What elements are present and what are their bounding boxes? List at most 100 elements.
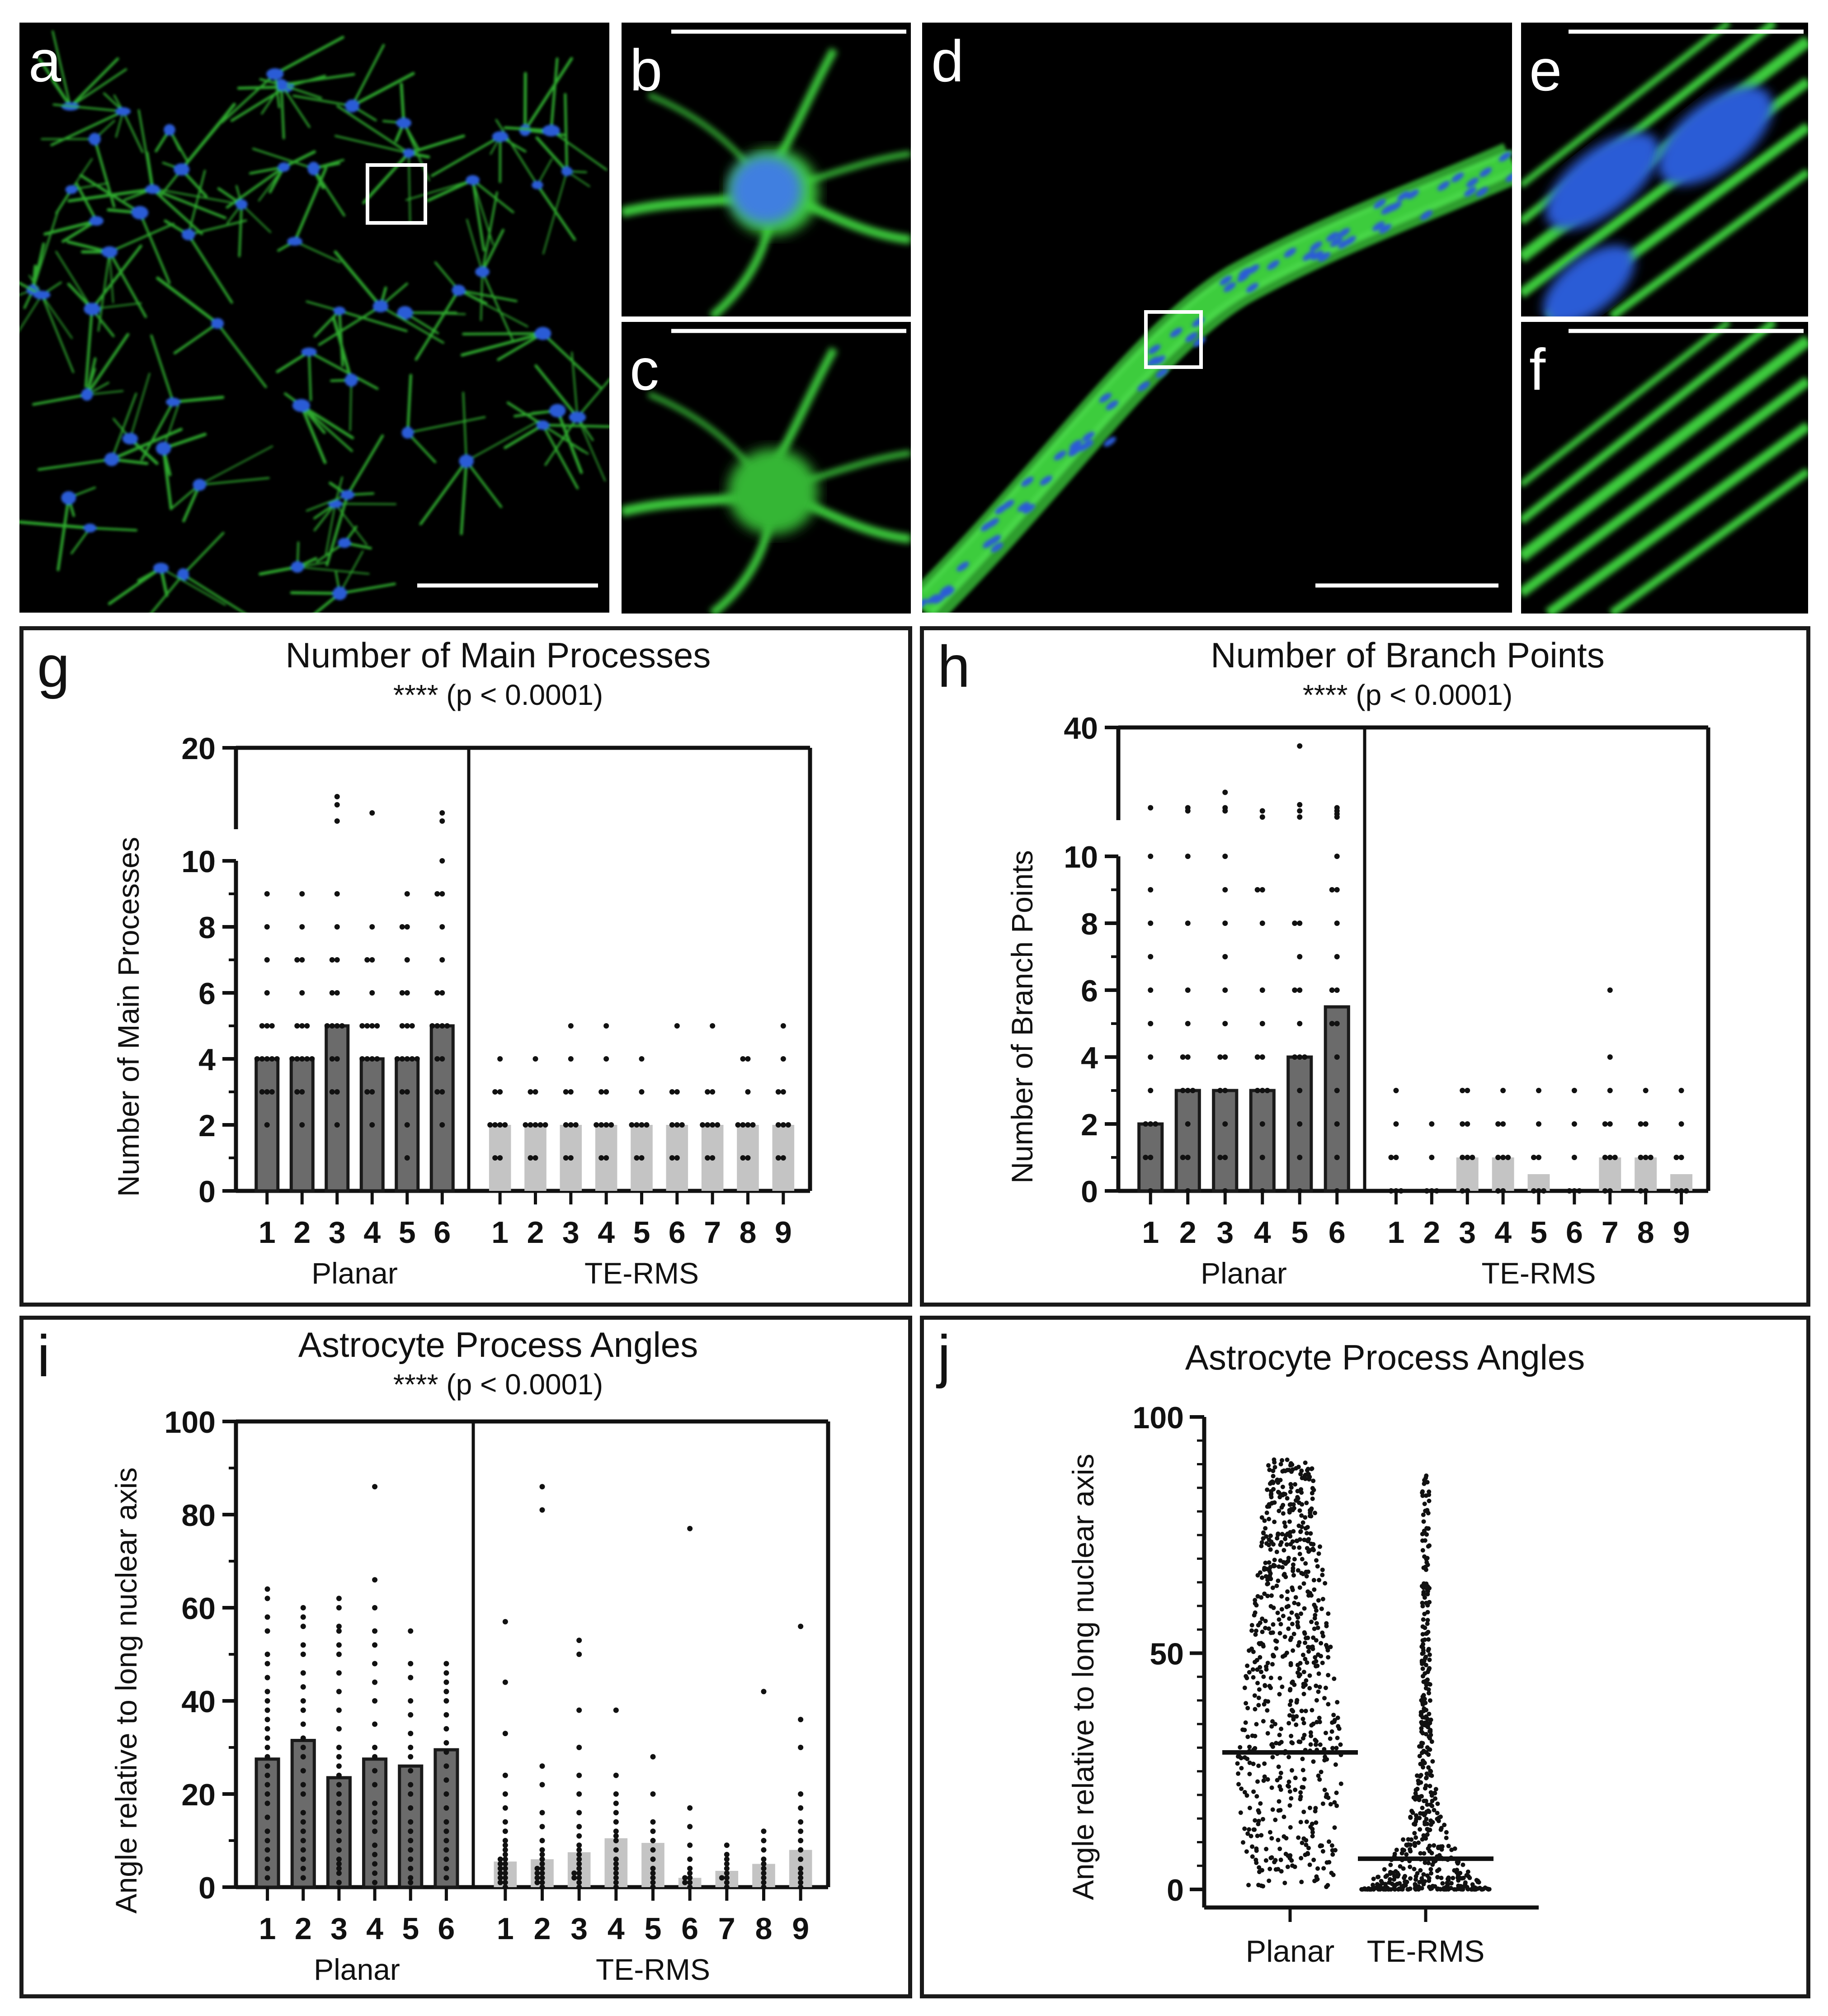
data-point — [1571, 1155, 1577, 1160]
data-point — [1425, 1589, 1430, 1594]
data-point — [1428, 1747, 1432, 1752]
data-point — [1435, 1811, 1440, 1816]
data-point — [300, 1782, 306, 1788]
data-point — [372, 1828, 378, 1834]
data-point — [497, 1155, 503, 1161]
data-point — [650, 1828, 656, 1834]
x-tick-label: 7 — [1602, 1215, 1619, 1250]
data-point — [443, 1689, 449, 1695]
data-point — [1421, 1679, 1426, 1684]
data-point — [1266, 1463, 1271, 1468]
data-point — [1276, 1808, 1281, 1813]
data-point — [1331, 1713, 1336, 1718]
data-point — [1278, 1622, 1283, 1627]
data-point — [629, 1122, 635, 1128]
data-point — [613, 1707, 619, 1713]
chart-g: g Number of Main Processes **** (p < 0.000… — [37, 633, 812, 1290]
data-point — [264, 1675, 270, 1681]
data-point — [1249, 1623, 1254, 1628]
data-point — [674, 1122, 680, 1128]
data-point — [1222, 954, 1228, 959]
x-tick-label: 2 — [527, 1215, 544, 1250]
data-point — [1536, 1088, 1541, 1093]
data-point — [1258, 1655, 1263, 1660]
data-point — [1643, 1121, 1649, 1127]
data-point — [1451, 1875, 1456, 1880]
data-point — [1435, 1887, 1440, 1892]
data-point — [1301, 1684, 1306, 1689]
data-point — [1566, 1188, 1572, 1194]
data-point — [1314, 1683, 1319, 1688]
data-point — [372, 1679, 378, 1685]
x-tick-label: 8 — [740, 1215, 757, 1250]
data-point — [613, 1791, 619, 1797]
data-point — [1281, 1834, 1286, 1839]
data-point — [576, 1861, 582, 1867]
data-point — [264, 1089, 270, 1095]
data-point — [1217, 1088, 1223, 1093]
chart-panel-h: h Number of Branch Points **** (p < 0.0001… — [920, 626, 1810, 1307]
data-point — [264, 1614, 270, 1620]
data-point — [1257, 1687, 1262, 1692]
data-point — [780, 1023, 786, 1029]
data-point — [571, 1875, 577, 1881]
data-point — [724, 1875, 730, 1881]
data-point — [264, 1689, 270, 1695]
data-point — [1329, 1021, 1335, 1026]
data-point — [1148, 1121, 1154, 1127]
data-point — [1305, 1531, 1310, 1536]
data-point — [1253, 1629, 1258, 1634]
data-point — [299, 990, 305, 996]
data-point — [724, 1856, 730, 1862]
data-point — [1263, 1526, 1268, 1531]
data-point — [1423, 1508, 1428, 1513]
data-point — [1427, 1849, 1432, 1854]
x-tick-label: 2 — [293, 1215, 311, 1250]
data-point — [1320, 1596, 1325, 1601]
data-point — [408, 1838, 414, 1843]
data-point — [745, 1122, 751, 1128]
data-point — [443, 1828, 449, 1834]
chart-panel-i: i Astrocyte Process Angles **** (p < 0.000… — [19, 1316, 912, 1998]
data-point — [1277, 1508, 1281, 1513]
data-point — [1297, 1121, 1303, 1127]
data-point — [1256, 1695, 1261, 1700]
data-point — [1420, 1548, 1425, 1553]
bar-planar-3 — [325, 1024, 350, 1193]
data-point — [1419, 1729, 1424, 1734]
data-point — [264, 957, 270, 963]
data-point — [1280, 1532, 1285, 1537]
data-point — [1325, 1883, 1330, 1888]
data-point — [1302, 1537, 1307, 1542]
data-point — [409, 1056, 415, 1062]
data-point — [1253, 1733, 1258, 1738]
data-point — [539, 1763, 545, 1769]
data-point — [334, 957, 340, 963]
group-label-te-rms: TE-RMS — [1482, 1256, 1596, 1290]
data-point — [372, 1745, 378, 1750]
x-tick-label: 7 — [704, 1215, 721, 1250]
data-point — [497, 1056, 503, 1062]
data-point — [780, 1089, 786, 1095]
data-point — [1299, 1709, 1304, 1714]
data-point — [1308, 1824, 1313, 1829]
data-point — [1148, 1054, 1154, 1060]
data-point — [523, 1122, 528, 1128]
data-point — [502, 1791, 508, 1797]
data-point — [576, 1865, 582, 1871]
data-point — [1292, 1482, 1297, 1487]
data-point — [1422, 1851, 1427, 1856]
data-point — [1265, 1487, 1270, 1492]
data-point — [299, 1089, 305, 1095]
data-point — [539, 1865, 545, 1871]
data-point — [492, 1089, 498, 1095]
data-point — [336, 1791, 342, 1797]
data-point — [1308, 1531, 1313, 1536]
y-tick-label: 4 — [198, 1043, 216, 1077]
data-point — [1311, 1759, 1316, 1764]
data-point — [1571, 1121, 1577, 1127]
data-point — [1382, 1867, 1387, 1872]
data-point — [1185, 987, 1191, 993]
data-point — [1288, 1662, 1293, 1667]
data-point — [502, 1865, 508, 1871]
